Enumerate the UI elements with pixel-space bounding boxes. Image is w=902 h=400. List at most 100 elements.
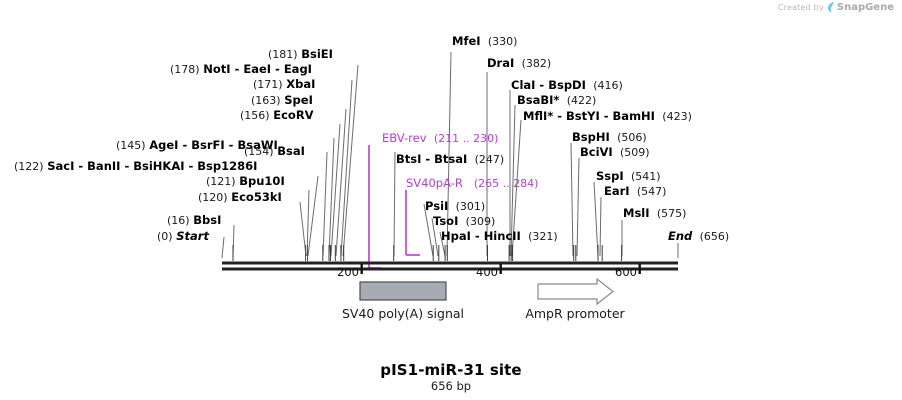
- enzyme-label-drai[interactable]: DraI (382): [487, 57, 551, 70]
- enzyme-label-ecorv[interactable]: (156) EcoRV: [240, 109, 314, 122]
- enzyme-label-end[interactable]: End (656): [668, 230, 729, 243]
- enzyme-label-bcivi[interactable]: BciVI (509): [580, 146, 650, 159]
- leader-line-mfei: [446, 51, 452, 257]
- leader-line-psii: [423, 203, 434, 257]
- enzyme-position: (163): [251, 94, 281, 107]
- primer-ebv-rev-arrow[interactable]: [368, 145, 382, 269]
- enzyme-label-bbsi[interactable]: (16) BbsI: [167, 214, 221, 227]
- primer-label-sv40pa-r[interactable]: SV40pA-R (265 .. 284): [406, 177, 538, 190]
- enzyme-position: (416): [593, 79, 623, 92]
- enzyme-name: BsrFI: [191, 138, 225, 152]
- leader-line-mfli: [511, 119, 522, 257]
- leader-line-sacI: [307, 175, 319, 257]
- watermark-prefix: Created by: [777, 3, 824, 12]
- leader-line-bsiei: [342, 64, 359, 257]
- enzyme-label-tsoi[interactable]: TsoI (309): [433, 215, 495, 228]
- enzyme-name: Bsp1286I: [197, 159, 258, 173]
- enzyme-name: BspDI: [548, 78, 586, 92]
- enzyme-name: PsiI: [425, 199, 449, 213]
- snapgene-leaf-icon: [827, 2, 834, 13]
- enzyme-position: (171): [253, 78, 283, 91]
- enzyme-position: (156): [240, 109, 270, 122]
- enzyme-label-spei[interactable]: (163) SpeI: [251, 94, 313, 107]
- enzyme-label-bsiei[interactable]: (181) BsiEI: [268, 48, 333, 61]
- leader-line-bsabi: [510, 104, 516, 257]
- primer-sv40pa-r-arrow[interactable]: [405, 190, 420, 256]
- enzyme-position: (541): [630, 170, 661, 183]
- enzyme-label-xbai[interactable]: (171) XbaI: [253, 78, 315, 91]
- enzyme-name: MfeI: [452, 34, 481, 48]
- enzyme-label-sspi[interactable]: SspI (541): [596, 170, 661, 183]
- enzyme-label-psii[interactable]: PsiI (301): [425, 200, 485, 213]
- enzyme-position: (16): [167, 214, 190, 227]
- enzyme-label-bpu10i[interactable]: (121) Bpu10I: [206, 175, 285, 188]
- primer-name: EBV-rev: [382, 131, 427, 145]
- leader-line-ecorv: [330, 123, 341, 257]
- enzyme-name: End: [668, 229, 693, 243]
- leader-line-spei: [335, 108, 347, 257]
- enzyme-name: BanII: [87, 159, 121, 173]
- enzyme-label-hpai-group[interactable]: HpaI - HincII (321): [441, 229, 558, 243]
- leader-line-hpai: [439, 231, 446, 257]
- enzyme-position: (423): [662, 110, 692, 123]
- enzyme-position: (145): [116, 139, 146, 152]
- enzyme-position: (309): [465, 215, 496, 228]
- enzyme-position: (506): [617, 131, 647, 144]
- enzyme-name: MslI: [623, 206, 650, 220]
- leader-line-bsphi: [570, 142, 574, 257]
- leader-line-start: [221, 236, 225, 259]
- enzyme-label-noti-group[interactable]: (178) NotI - EaeI - EagI: [170, 62, 312, 76]
- enzyme-position: (247): [474, 153, 505, 166]
- enzyme-position: (422): [566, 94, 597, 107]
- enzyme-label-mfei[interactable]: MfeI (330): [452, 35, 517, 48]
- enzyme-name: EcoRV: [273, 108, 314, 122]
- enzyme-name: EagI: [283, 62, 312, 76]
- enzyme-position: (656): [699, 230, 730, 243]
- sequence-backbone: [222, 261, 678, 271]
- enzyme-name: XbaI: [286, 77, 316, 91]
- enzyme-label-bsphi[interactable]: BspHI (506): [572, 131, 647, 144]
- enzyme-label-agei-group[interactable]: (145) AgeI - BsrFI - BsaWI: [116, 138, 278, 152]
- leader-line-sspi: [593, 181, 599, 257]
- enzyme-name: MflI*: [523, 109, 554, 123]
- enzyme-name: SacI: [47, 159, 75, 173]
- enzyme-name: BbsI: [193, 213, 222, 227]
- feature-box: [359, 281, 447, 301]
- enzyme-label-mfli-group[interactable]: MflI* - BstYI - BamHI (423): [523, 109, 692, 123]
- enzyme-name: HincII: [483, 229, 521, 243]
- leader-line-noti: [340, 79, 353, 257]
- sequence-line-bottom: [222, 267, 678, 271]
- enzyme-name: BsiEI: [301, 47, 333, 61]
- enzyme-name: AgeI: [149, 138, 179, 152]
- enzyme-position: (120): [198, 191, 228, 204]
- plasmid-length: 656 bp: [430, 379, 472, 393]
- enzyme-position: (121): [206, 175, 236, 188]
- axis-tick-label-600: 600: [615, 265, 637, 279]
- feature-sv40-polya-signal[interactable]: [359, 281, 447, 301]
- enzyme-name: DraI: [487, 56, 515, 70]
- enzyme-label-sacI-group[interactable]: (122) SacI - BanII - BsiHKAI - Bsp1286I: [14, 159, 258, 173]
- enzyme-position: (181): [268, 48, 298, 61]
- enzyme-label-eco53ki[interactable]: (120) Eco53kI: [198, 191, 282, 204]
- enzyme-label-clai-group[interactable]: ClaI - BspDI (416): [511, 78, 623, 92]
- enzyme-name: BspHI: [572, 130, 610, 144]
- enzyme-label-eari[interactable]: EarI (547): [604, 185, 666, 198]
- primer-label-ebv-rev[interactable]: EBV-rev (211 .. 230): [382, 132, 498, 145]
- feature-ampr-promoter[interactable]: [537, 277, 614, 306]
- enzyme-position: (575): [656, 207, 687, 220]
- enzyme-label-start[interactable]: (0) Start: [157, 230, 209, 243]
- enzyme-position: (178): [170, 63, 200, 76]
- cut-site-ticks: [232, 245, 623, 261]
- enzyme-position: (122): [14, 160, 44, 173]
- enzyme-label-msli[interactable]: MslI (575): [623, 207, 686, 220]
- enzyme-name: BtsaI: [434, 152, 468, 166]
- enzyme-label-btsi-group[interactable]: BtsI - BtsaI (247): [396, 152, 505, 166]
- enzyme-label-bsai[interactable]: (154) BsaI: [244, 145, 305, 158]
- ruler-ticks: [360, 264, 641, 274]
- enzyme-label-bsabi[interactable]: BsaBI* (422): [517, 94, 596, 107]
- enzyme-name: EarI: [604, 184, 630, 198]
- enzyme-name: BsiHKAI: [133, 159, 185, 173]
- enzyme-position: (509): [620, 146, 650, 159]
- enzyme-name: EaeI: [243, 62, 272, 76]
